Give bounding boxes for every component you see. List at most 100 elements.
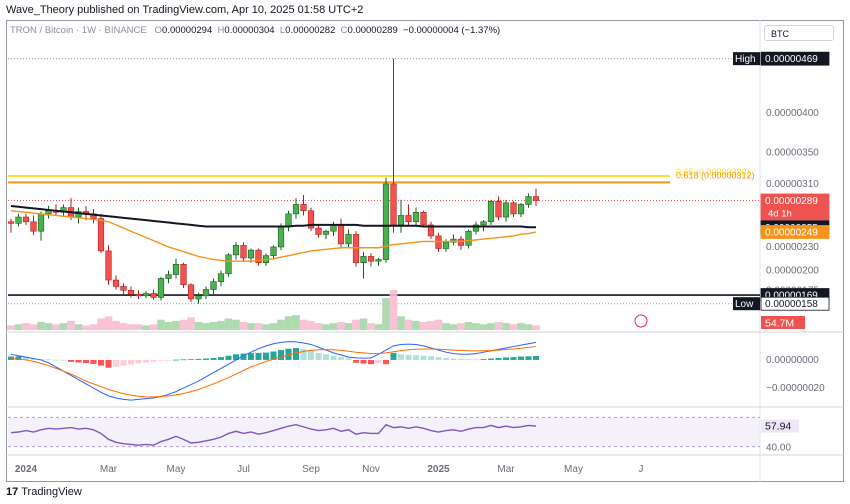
- volume-bar: [374, 324, 383, 330]
- volume-bar: [389, 290, 398, 330]
- macd-bar: [465, 359, 472, 360]
- macd-bar: [75, 359, 82, 363]
- macd-series-macd: [10, 341, 537, 401]
- volume-bar: [307, 320, 315, 330]
- macd-bar: [285, 348, 292, 360]
- candle-body: [517, 204, 525, 215]
- publisher-line: Wave_Theory published on TradingView.com…: [6, 4, 364, 16]
- macd-bar: [90, 359, 97, 364]
- volume-bar: [14, 324, 23, 330]
- price-tag-prefix: Low: [735, 299, 754, 310]
- volume-bar: [149, 324, 158, 330]
- volume-bar: [284, 316, 293, 330]
- candle-body: [210, 281, 217, 290]
- price-tag-bg: [760, 193, 830, 221]
- volume-bar: [224, 318, 233, 330]
- macd-bar: [473, 359, 479, 361]
- footer: 17 TradingView: [6, 486, 82, 498]
- volume-bar: [262, 324, 270, 330]
- candle-body: [360, 256, 367, 264]
- macd-bar: [180, 359, 187, 361]
- macd-bar: [398, 354, 404, 360]
- volume-bar: [337, 322, 345, 330]
- macd-bar: [308, 350, 314, 360]
- volume-bar: [269, 323, 278, 330]
- volume-bar: [232, 319, 240, 330]
- volume-bar: [314, 323, 323, 330]
- candle-body: [465, 230, 472, 246]
- volume-bar: [7, 325, 15, 330]
- volume-bar: [434, 319, 443, 330]
- candle-body: [345, 234, 352, 245]
- candle-body: [337, 224, 345, 245]
- candle-body: [225, 254, 232, 275]
- candle-body: [322, 230, 330, 235]
- currency-button[interactable]: BTC: [764, 25, 834, 41]
- macd-bar: [353, 359, 359, 363]
- x-tick-label: May: [167, 464, 186, 475]
- macd-y-tick: −0.00000020: [766, 383, 825, 394]
- candle-body: [375, 259, 382, 262]
- volume-bar: [22, 323, 30, 330]
- y-tick-label: 0.00000350: [766, 147, 819, 158]
- candle-body: [480, 221, 487, 226]
- candle-body: [97, 218, 105, 252]
- candle-body: [172, 264, 180, 275]
- macd-bar: [488, 358, 494, 360]
- macd-bar: [120, 359, 127, 366]
- y-tick-label: 0.00000310: [766, 179, 819, 190]
- price-tag-prefix-bg: [733, 52, 760, 66]
- candle-body: [405, 215, 412, 223]
- macd-bar: [323, 354, 329, 360]
- volume-bar: [217, 320, 225, 330]
- candle-body: [285, 213, 292, 227]
- volume-bar: [322, 324, 330, 330]
- price-tag-high: High 0.00000469: [733, 51, 830, 66]
- candle-body: [382, 183, 390, 260]
- macd-bar: [450, 358, 457, 360]
- macd-bar: [98, 359, 104, 366]
- volume-bar: [299, 319, 308, 330]
- macd-bar: [128, 359, 134, 365]
- x-tick-label: 2025: [427, 464, 450, 475]
- volume-bar: [157, 319, 165, 330]
- volume-bar: [44, 323, 53, 330]
- macd-bar: [315, 352, 322, 360]
- rsi-series: [10, 423, 537, 446]
- open-value: 0.00000294: [162, 25, 213, 36]
- volume-bar: [164, 322, 173, 330]
- macd-bar: [495, 357, 502, 360]
- price-tag-value: 0.00000169: [765, 291, 818, 302]
- macd-bar: [480, 359, 487, 360]
- macd-bar: [518, 356, 524, 360]
- candle-body: [270, 246, 277, 256]
- volume-bar: [112, 320, 120, 330]
- level-label-fib-0.618: 0.618 (0.00000312): [676, 170, 755, 180]
- macd-bar: [458, 358, 464, 360]
- candle-body: [142, 293, 150, 297]
- macd-bar: [68, 359, 74, 362]
- volume-bar: [427, 320, 435, 330]
- level-label-fib-0.65: 0.65 (0.00000320): [676, 167, 750, 177]
- price-tag-bg: [760, 296, 830, 311]
- macd-bar: [248, 353, 254, 360]
- volume-bar: [82, 325, 90, 330]
- volume-bar: [67, 320, 75, 330]
- macd-bar: [533, 355, 539, 360]
- candles: [7, 58, 540, 304]
- price-tag-value: 0.00000158: [765, 299, 818, 310]
- macd-bar: [300, 348, 307, 360]
- candle-body: [292, 204, 300, 215]
- volume-bar: [59, 323, 68, 330]
- volume-bar: [52, 324, 60, 330]
- price-tag-value: 0.00000469: [765, 54, 818, 65]
- macd-bar: [330, 355, 337, 360]
- candle-body: [352, 234, 360, 264]
- candle-body: [195, 295, 202, 300]
- tradingview-logo-icon[interactable]: 17: [6, 486, 19, 498]
- price-tag-low: Low 0.00000158: [733, 296, 830, 311]
- volume-bar: [172, 320, 180, 330]
- candle-body: [277, 226, 285, 248]
- symbol-label[interactable]: TRON / Bitcoin · 1W · BINANCE: [10, 25, 147, 36]
